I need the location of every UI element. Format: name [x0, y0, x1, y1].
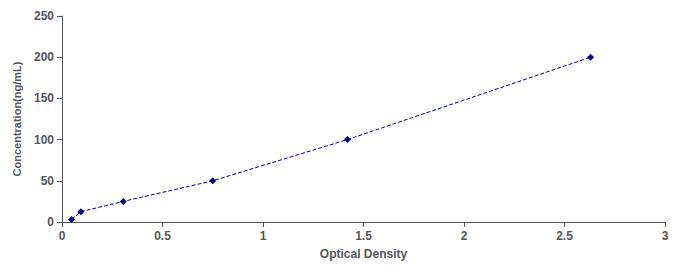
svg-text:0.5: 0.5	[154, 229, 171, 243]
svg-text:2.5: 2.5	[556, 229, 573, 243]
svg-text:3: 3	[662, 229, 669, 243]
svg-text:50: 50	[41, 174, 55, 188]
svg-text:1.5: 1.5	[355, 229, 372, 243]
svg-text:100: 100	[34, 133, 54, 147]
svg-text:200: 200	[34, 50, 54, 64]
svg-text:Concentration(ng/mL): Concentration(ng/mL)	[11, 61, 23, 176]
svg-text:1: 1	[260, 229, 267, 243]
svg-text:250: 250	[34, 9, 54, 23]
svg-text:0: 0	[59, 229, 66, 243]
svg-text:150: 150	[34, 91, 54, 105]
svg-text:Optical Density: Optical Density	[320, 247, 408, 261]
svg-text:0: 0	[47, 215, 54, 229]
svg-text:2: 2	[461, 229, 468, 243]
